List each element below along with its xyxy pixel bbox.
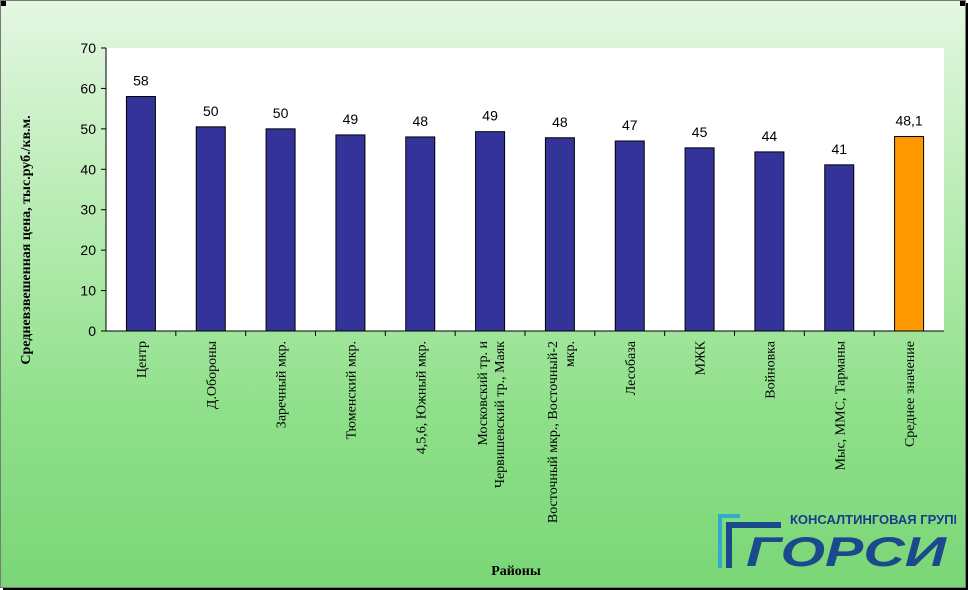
x-tick-label: Лесобаза [624, 340, 639, 395]
x-tick-label: Среднее значение [903, 341, 918, 447]
svg-text:Лесобаза: Лесобаза [624, 340, 639, 395]
data-label: 48 [412, 113, 428, 129]
logo-company-line: КОНСАЛТИНГОВАЯ ГРУППА [790, 512, 956, 527]
bar [335, 134, 366, 332]
bar [614, 140, 645, 332]
data-label: 48,1 [895, 113, 922, 129]
data-label: 41 [831, 141, 847, 157]
logo-name: ГОРСИ [746, 528, 947, 572]
corner-mark [1, 1, 6, 6]
data-label: 58 [133, 73, 149, 89]
bar [265, 128, 296, 332]
x-tick-label: Тюменский мкр. [344, 341, 359, 439]
y-tick-label: 20 [80, 242, 96, 258]
x-tick-label: Войновка [763, 340, 778, 399]
x-tick-label: Московский тр. и Червишевский тр., Маяк [476, 340, 508, 488]
bar [824, 164, 855, 332]
data-label: 50 [273, 105, 289, 121]
y-tick-label: 70 [80, 40, 96, 56]
data-label: 45 [692, 124, 708, 140]
data-label: 50 [203, 103, 219, 119]
data-labels: 58 50 50 49 48 49 48 47 45 44 41 48,1 [133, 73, 923, 157]
x-tick-label: Центр [135, 341, 150, 378]
bar [125, 96, 156, 332]
bar [894, 136, 925, 332]
bar [405, 136, 436, 332]
x-tick-label: 4,5,6, Южный мкр. [414, 341, 429, 454]
gorsi-logo: КОНСАЛТИНГОВАЯ ГРУППА ГОРСИ [718, 512, 956, 572]
logo-bar [726, 522, 781, 528]
x-axis-labels: Центр Д.Обороны Заречный мкр. Тюменский мкр… [135, 331, 918, 523]
bar [754, 151, 785, 332]
logo-stripe [718, 514, 740, 518]
y-tick-label: 60 [80, 80, 96, 96]
data-label: 49 [343, 111, 359, 127]
y-axis-title: Средневзвешенная цена, тыс.руб./кв.м. [19, 115, 34, 364]
data-label: 44 [762, 128, 778, 144]
x-tick-label: Д.Обороны [205, 340, 220, 409]
logo-bar [726, 522, 732, 568]
svg-text:Центр: Центр [135, 341, 150, 378]
y-tick-label: 50 [80, 121, 96, 137]
x-tick-label: Заречный мкр. [275, 341, 290, 428]
bar [475, 131, 506, 332]
bar [195, 126, 226, 332]
data-label: 48 [552, 114, 568, 130]
x-tick-label: МЖК [694, 340, 709, 375]
bar [544, 137, 575, 332]
svg-text:Войновка: Войновка [763, 340, 778, 399]
svg-text:Среднее значение: Среднее значение [903, 341, 918, 447]
x-axis-title: Районы [491, 564, 541, 579]
bar [684, 147, 715, 332]
x-tick-label: Мыс, ММС, Тарманы [833, 340, 848, 470]
svg-text:Тюменский мкр.: Тюменский мкр. [344, 341, 359, 439]
y-tick-label: 40 [80, 161, 96, 177]
plot-area [106, 48, 944, 331]
svg-text:МЖК: МЖК [694, 340, 709, 375]
svg-text:Мыс, ММС, Тарманы: Мыс, ММС, Тарманы [833, 340, 848, 470]
bars [125, 96, 925, 332]
svg-text:4,5,6, Южный мкр.: 4,5,6, Южный мкр. [414, 341, 429, 454]
y-tick-label: 10 [80, 283, 96, 299]
data-label: 49 [482, 108, 498, 124]
y-tick-label: 30 [80, 202, 96, 218]
y-axis-ticks: 0 10 20 30 40 50 60 70 [80, 40, 106, 339]
svg-text:Заречный мкр.: Заречный мкр. [275, 341, 290, 428]
x-tick-label: Восточный мкр., Восточный-2 мкр. [546, 341, 578, 523]
logo-stripe [718, 514, 722, 568]
y-tick-label: 0 [88, 323, 96, 339]
svg-text:Д.Обороны: Д.Обороны [205, 340, 220, 409]
data-label: 47 [622, 117, 638, 133]
corner-mark [960, 1, 965, 6]
